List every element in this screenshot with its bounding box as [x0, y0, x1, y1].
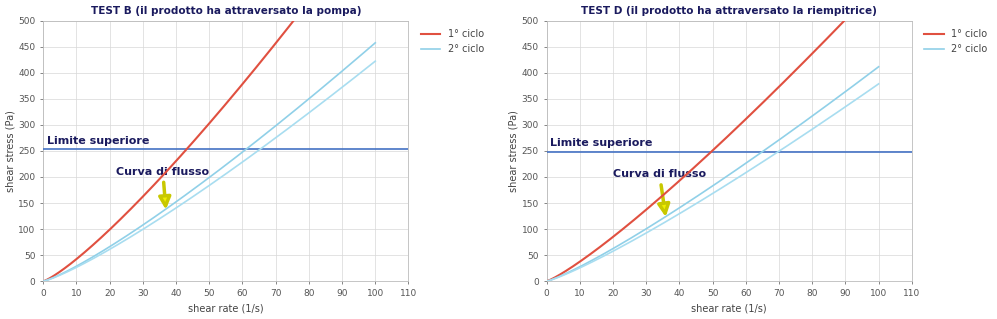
X-axis label: shear rate (1/s): shear rate (1/s): [188, 303, 263, 314]
Legend: 1° ciclo, 2° ciclo: 1° ciclo, 2° ciclo: [920, 26, 992, 58]
X-axis label: shear rate (1/s): shear rate (1/s): [691, 303, 767, 314]
Text: Curva di flusso: Curva di flusso: [117, 167, 209, 206]
Text: Limite superiore: Limite superiore: [550, 138, 652, 148]
Text: Curva di flusso: Curva di flusso: [613, 169, 706, 213]
Legend: 1° ciclo, 2° ciclo: 1° ciclo, 2° ciclo: [417, 26, 489, 58]
Title: TEST D (il prodotto ha attraversato la riempitrice): TEST D (il prodotto ha attraversato la r…: [581, 5, 877, 16]
Y-axis label: shear stress (Pa): shear stress (Pa): [6, 110, 16, 192]
Text: Limite superiore: Limite superiore: [47, 136, 149, 146]
Y-axis label: shear stress (Pa): shear stress (Pa): [508, 110, 518, 192]
Title: TEST B (il prodotto ha attraversato la pompa): TEST B (il prodotto ha attraversato la p…: [91, 5, 361, 16]
